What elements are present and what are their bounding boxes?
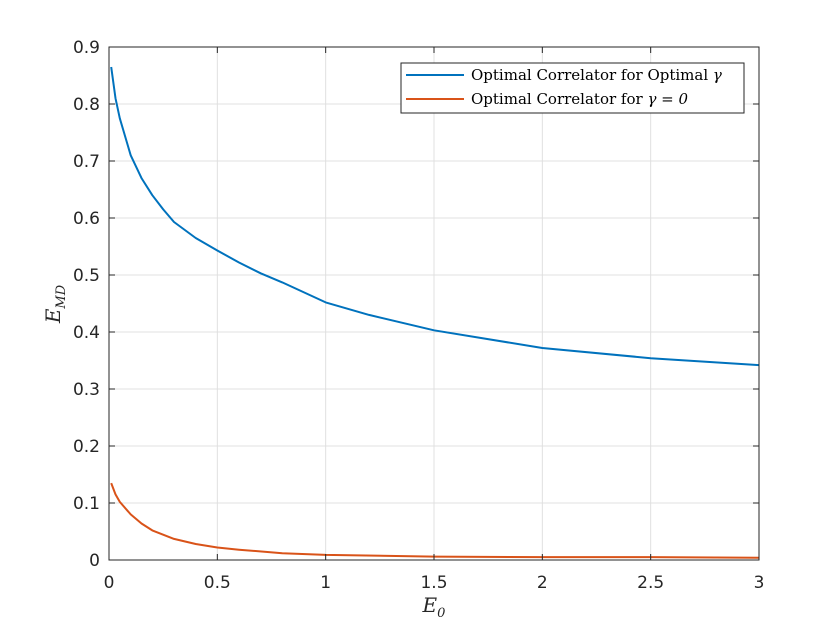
x-tick-label: 1.5 xyxy=(420,573,447,593)
x-tick-label: 1 xyxy=(320,573,331,593)
y-tick-label: 0.3 xyxy=(73,380,100,400)
y-tick-label: 0 xyxy=(89,551,100,571)
legend-entry-optimal-gamma: Optimal Correlator for Optimal γ xyxy=(471,66,722,84)
y-tick-label: 0.9 xyxy=(73,38,100,58)
grid-lines xyxy=(109,47,759,560)
x-tick-label: 2.5 xyxy=(637,573,664,593)
axis-tick-labels: 0 0.5 1 1.5 2 2.5 3 0 0.1 0.2 0.3 0.4 0.5 0.6 0.7 0.8 0.… xyxy=(73,38,764,593)
x-tick-label: 2 xyxy=(537,573,548,593)
y-tick-label: 0.1 xyxy=(73,494,100,514)
y-tick-label: 0.6 xyxy=(73,209,100,229)
y-tick-label: 0.5 xyxy=(73,266,100,286)
y-tick-label: 0.2 xyxy=(73,437,100,457)
x-axis-label: E0 xyxy=(422,593,446,621)
legend-entry-gamma-zero: Optimal Correlator for γ = 0 xyxy=(471,90,689,108)
x-tick-label: 0.5 xyxy=(204,573,231,593)
y-tick-label: 0.4 xyxy=(73,323,100,343)
x-tick-label: 0 xyxy=(104,573,115,593)
y-tick-label: 0.7 xyxy=(73,152,100,172)
series-line-optimal-gamma xyxy=(110,66,760,367)
axis-ticks xyxy=(108,46,760,561)
legend: Optimal Correlator for Optimal γ Optimal… xyxy=(400,62,745,114)
series-layer xyxy=(110,66,760,559)
series-line-gamma-zero xyxy=(110,482,760,559)
y-tick-label: 0.8 xyxy=(73,95,100,115)
legend-box xyxy=(400,62,745,114)
y-axis-label: EMD xyxy=(41,284,69,324)
x-tick-label: 3 xyxy=(754,573,765,593)
